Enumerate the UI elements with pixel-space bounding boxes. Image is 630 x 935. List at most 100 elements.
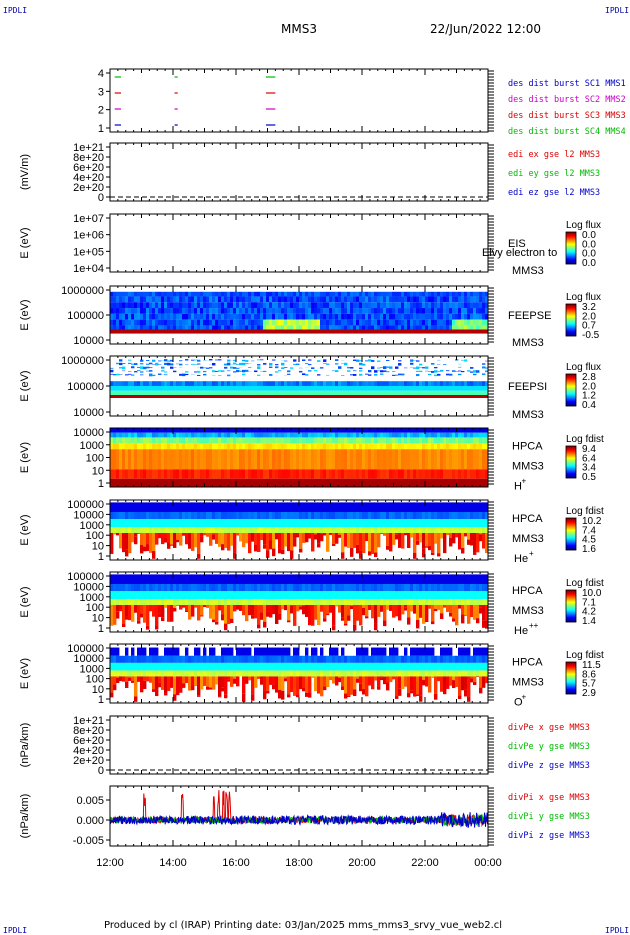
hpca_h-pixel	[281, 433, 284, 438]
feepse-pixel	[245, 314, 248, 320]
hpca_he-pixel	[185, 519, 188, 527]
feepsi-pixel	[365, 395, 368, 398]
hpca_h-pixel	[170, 443, 173, 449]
hpca_he2-pixel	[227, 605, 230, 624]
hpca_h-pixel	[278, 428, 281, 433]
feepse-pixel	[482, 314, 485, 320]
hpca_h-pixel	[122, 428, 125, 433]
feepse-pixel	[221, 292, 224, 297]
feepsi-pixel	[110, 391, 113, 395]
hpca_h-pixel	[452, 449, 455, 469]
feepsi-pixel	[449, 395, 452, 398]
hpca_h-pixel	[470, 449, 473, 469]
hpca_h-pixel	[290, 479, 293, 487]
feepse-pixel	[233, 330, 236, 334]
feepse-pixel	[341, 302, 344, 308]
feepse-pixel	[446, 308, 449, 314]
hpca_he-pixel	[308, 519, 311, 527]
feepsi-pixel	[194, 395, 197, 398]
hpca_h-pixel	[323, 428, 326, 433]
hpca_h-pixel	[458, 437, 461, 443]
hpca_h-pixel	[422, 469, 425, 478]
hpca_he-pixel	[470, 512, 473, 519]
hpca_he-pixel	[272, 549, 275, 557]
hpca_he2-pixel	[350, 574, 353, 584]
feepsi-pixel	[179, 374, 182, 376]
feepsi-pixel	[266, 391, 269, 395]
hpca_he2-pixel	[158, 591, 161, 599]
feepse-pixel	[386, 296, 389, 302]
hpca_he-pixel	[113, 502, 116, 512]
hpca_he2-pixel	[230, 599, 233, 605]
hpca_h-pixel	[299, 428, 302, 433]
hpca_he-pixel	[473, 533, 476, 553]
feepsi-pixel	[452, 386, 455, 391]
hpca_h-pixel	[164, 449, 167, 469]
hpca_he-pixel	[218, 519, 221, 527]
hpca_he-pixel	[218, 512, 221, 519]
hpca_he2-pixel	[269, 591, 272, 599]
feepsi-pixel	[116, 395, 119, 398]
hpca_he-pixel	[128, 533, 131, 553]
hpca_he-pixel	[467, 519, 470, 527]
hpca_h-pixel	[113, 437, 116, 443]
hpca_h-pixel	[416, 443, 419, 449]
hpca_h-pixel	[293, 437, 296, 443]
hpca_h-pixel	[152, 428, 155, 433]
hpca_he2-pixel	[149, 574, 152, 584]
feepse-pixel	[389, 308, 392, 314]
hpca_he2-pixel	[146, 591, 149, 599]
feepse-pixel	[170, 314, 173, 320]
feepsi-pixel	[368, 386, 371, 391]
hpca_he2-pixel	[239, 591, 242, 599]
hpca_he2-pixel	[293, 591, 296, 599]
feepse-pixel	[482, 320, 485, 326]
hpca_he-pixel	[131, 519, 134, 527]
feepsi-pixel	[431, 381, 434, 386]
feepse-pixel	[371, 308, 374, 314]
feepsi-pixel	[380, 367, 383, 368]
hpca_he-pixel	[425, 512, 428, 519]
feepsi-pixel	[449, 391, 452, 395]
feepsi-pixel	[368, 374, 371, 375]
feepse-pixel	[140, 292, 143, 297]
hpca_he-pixel	[155, 512, 158, 519]
hpca_he2-pixel	[230, 605, 233, 619]
hpca_h-pixel	[254, 443, 257, 449]
hpca_h-pixel	[209, 469, 212, 478]
hpca_he-pixel	[152, 533, 155, 551]
hpca_h-pixel	[182, 469, 185, 478]
feepse-pixel	[314, 330, 317, 334]
hpca_he2-pixel	[128, 599, 131, 605]
feepsi-pixel	[260, 381, 263, 386]
feepse-pixel	[281, 314, 284, 320]
hpca_h-pixel	[386, 428, 389, 433]
hpca_h-pixel	[365, 433, 368, 438]
hpca_he2-pixel	[194, 591, 197, 599]
feepsi-pixel	[257, 381, 260, 386]
feepse-pixel	[320, 314, 323, 320]
feepsi-pixel	[386, 381, 389, 386]
hpca_h-pixel	[356, 428, 359, 433]
hpca_he2-pixel	[125, 591, 128, 599]
feepsi-pixel	[302, 381, 305, 386]
hpca_h-pixel	[344, 449, 347, 469]
feepsi-pixel	[395, 391, 398, 395]
feepse-pixel	[281, 292, 284, 297]
hpca_he2-pixel	[239, 584, 242, 591]
hpca_he-pixel	[380, 533, 383, 534]
hpca_h-pixel	[224, 443, 227, 449]
feepsi-pixel	[311, 381, 314, 386]
hpca_h-pixel	[299, 469, 302, 478]
feepse-pixel	[128, 292, 131, 297]
feepse-pixel	[185, 292, 188, 297]
feepse-pixel	[257, 302, 260, 308]
hpca_h-pixel	[152, 437, 155, 443]
hpca_h-pixel	[353, 428, 356, 433]
feepsi-pixel	[335, 370, 338, 372]
feepse-pixel	[389, 296, 392, 302]
hpca_h-pixel	[317, 433, 320, 438]
feepsi-pixel	[254, 391, 257, 395]
hpca_h-pixel	[239, 433, 242, 438]
